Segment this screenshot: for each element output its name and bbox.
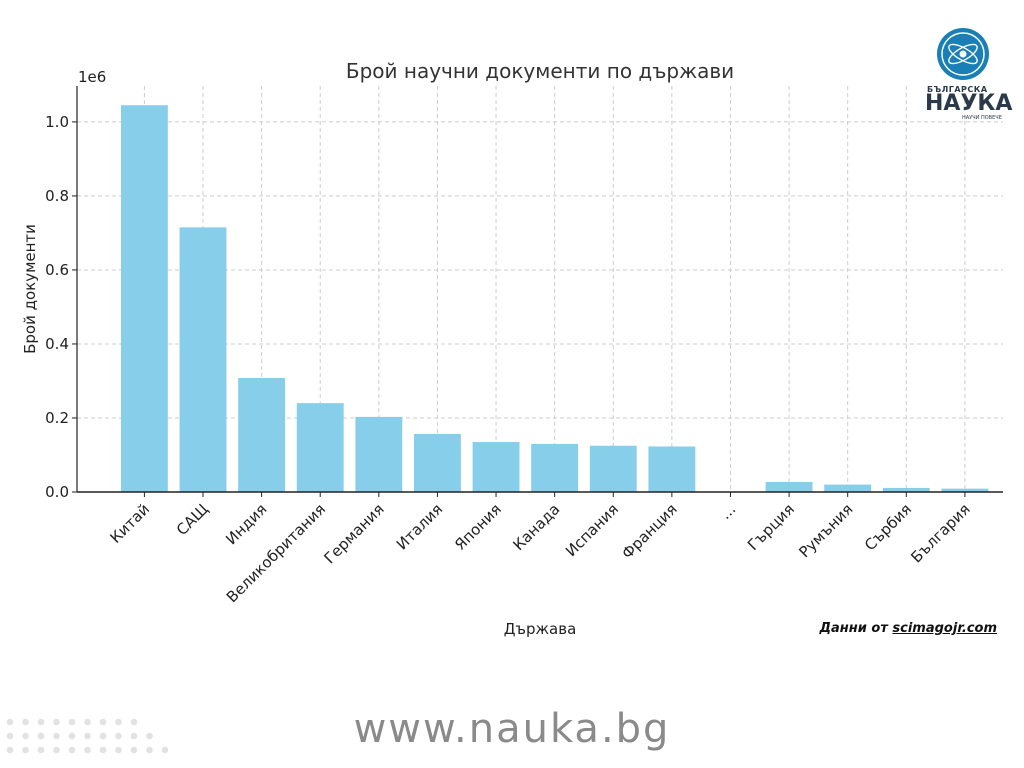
- x-tick-label: Италия: [393, 500, 446, 553]
- y-offset-label: 1e6: [78, 68, 106, 86]
- bar: [355, 416, 403, 492]
- dot: [130, 732, 138, 740]
- dot: [22, 732, 29, 740]
- x-tick-label: Испания: [562, 500, 622, 560]
- y-tick-label: 1.0: [45, 113, 69, 131]
- dot: [37, 746, 45, 754]
- logo-line2: НАУКА: [925, 91, 1013, 116]
- logo-tagline: НАУЧИ ПОВЕЧЕ: [962, 115, 1002, 121]
- bar: [941, 488, 989, 492]
- source-note: Данни от scimagojr.com: [819, 621, 997, 636]
- dot: [130, 718, 138, 726]
- dot: [6, 732, 14, 740]
- x-tick-label: Румъния: [795, 500, 856, 561]
- dot: [22, 718, 29, 726]
- dot: [115, 732, 122, 740]
- dot: [161, 746, 169, 754]
- y-tick-label: 0.0: [45, 483, 69, 501]
- bar: [296, 403, 344, 492]
- dot: [99, 718, 107, 726]
- y-tick-label: 0.6: [45, 261, 69, 279]
- atom-globe-icon: [937, 28, 989, 80]
- y-tick-label: 0.4: [45, 335, 69, 353]
- x-tick-label: Индия: [222, 500, 270, 548]
- x-tick-label: Германия: [320, 500, 387, 567]
- dot: [53, 732, 60, 740]
- y-tick-label: 0.8: [45, 187, 69, 205]
- grid-lines: [77, 86, 1003, 493]
- x-tick-label: Франция: [618, 500, 681, 563]
- source-link[interactable]: scimagojr.com: [892, 621, 997, 636]
- x-tick-label: Сърбия: [861, 500, 915, 554]
- x-tick-label: САЩ: [173, 500, 212, 539]
- dot: [37, 718, 45, 726]
- x-tick-label: Китай: [107, 500, 154, 547]
- dot: [84, 732, 91, 740]
- bar: [589, 445, 637, 492]
- bar: [472, 442, 520, 492]
- y-axis-label: Брой документи: [21, 224, 39, 354]
- dot: [68, 746, 76, 754]
- dot: [115, 746, 122, 754]
- dot: [146, 732, 153, 740]
- x-axis-label: Държава: [504, 620, 577, 638]
- bar: [648, 446, 696, 492]
- bar: [824, 484, 872, 492]
- dot: [146, 746, 153, 754]
- x-tick-label: Канада: [509, 500, 563, 554]
- bar-chart: 0.0 0.2 0.4 0.6 0.8 1.0 Китай САЩ ИндияВеликобри…: [21, 59, 1003, 638]
- dot: [53, 718, 60, 726]
- y-tick-label: 0.2: [45, 409, 69, 427]
- bar: [531, 443, 579, 492]
- dot: [6, 746, 14, 754]
- bar: [765, 482, 813, 492]
- bar: [179, 227, 227, 493]
- dot: [68, 718, 76, 726]
- x-tick-label: Гърция: [744, 500, 798, 554]
- chart-title: Брой научни документи по държави: [346, 59, 734, 83]
- dot: [84, 718, 91, 726]
- dot: [6, 718, 14, 726]
- dot: [84, 746, 91, 754]
- dot: [22, 746, 29, 754]
- x-tick-label: ...: [716, 500, 739, 523]
- decorative-dots: [6, 718, 169, 754]
- axes: [72, 86, 1003, 497]
- bar: [882, 487, 930, 492]
- dot: [99, 746, 107, 754]
- bar: [413, 433, 461, 492]
- footer-url[interactable]: www.nauka.bg: [353, 706, 671, 752]
- dot: [99, 732, 107, 740]
- bars: [120, 105, 989, 493]
- dot: [68, 732, 76, 740]
- x-tick-label: Великобритания: [223, 500, 329, 606]
- x-tick-label: България: [907, 500, 973, 566]
- dot: [115, 718, 122, 726]
- dot: [130, 746, 138, 754]
- dot: [53, 746, 60, 754]
- bar: [238, 378, 286, 492]
- x-tick-label: Япония: [451, 500, 505, 554]
- bar: [120, 105, 168, 493]
- dot: [37, 732, 45, 740]
- logo: [918, 26, 1008, 126]
- logo-line1: БЪЛГАРСКА: [927, 85, 988, 94]
- source-prefix: Данни от: [819, 621, 893, 636]
